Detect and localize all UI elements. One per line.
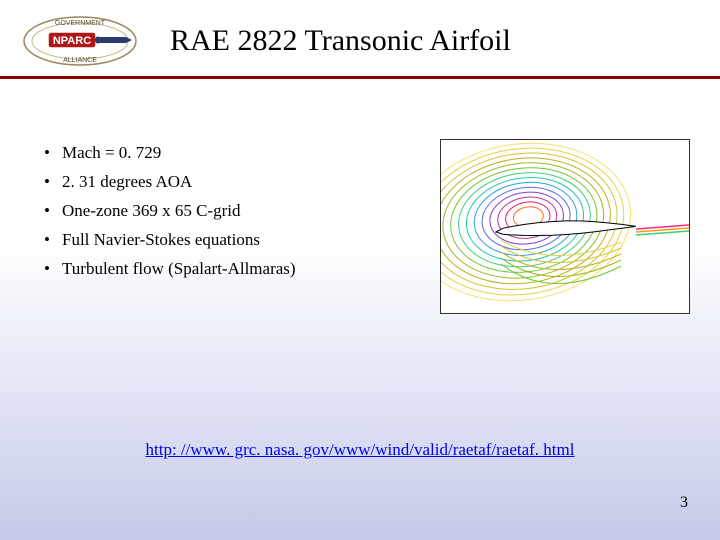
list-item: 2. 31 degrees AOA [40, 168, 420, 197]
slide-title: RAE 2822 Transonic Airfoil [170, 24, 511, 58]
svg-text:ALLIANCE: ALLIANCE [63, 57, 97, 64]
nparc-logo: GOVERNMENT NPARC ALLIANCE [20, 12, 140, 70]
slide-content: Mach = 0. 729 2. 31 degrees AOA One-zone… [0, 79, 720, 314]
bullet-list: Mach = 0. 729 2. 31 degrees AOA One-zone… [40, 139, 420, 314]
cfd-contour-figure [440, 139, 690, 314]
list-item: One-zone 369 x 65 C-grid [40, 197, 420, 226]
logo-text: NPARC [53, 35, 91, 47]
page-number: 3 [680, 494, 688, 512]
reference-link[interactable]: http: //www. grc. nasa. gov/www/wind/val… [146, 440, 575, 459]
list-item: Full Navier-Stokes equations [40, 226, 420, 255]
cfd-svg [441, 140, 690, 314]
list-item: Mach = 0. 729 [40, 139, 420, 168]
svg-text:GOVERNMENT: GOVERNMENT [55, 20, 106, 27]
slide-header: GOVERNMENT NPARC ALLIANCE RAE 2822 Trans… [0, 0, 720, 76]
reference-url: http: //www. grc. nasa. gov/www/wind/val… [0, 440, 720, 460]
list-item: Turbulent flow (Spalart-Allmaras) [40, 255, 420, 284]
